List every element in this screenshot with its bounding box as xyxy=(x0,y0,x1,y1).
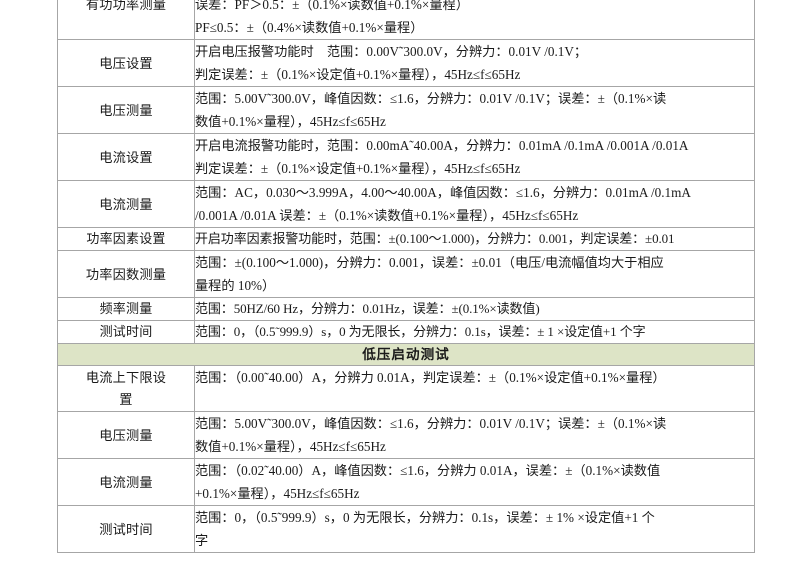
row-value-line: 数值+0.1%×量程），45Hz≤f≤65Hz xyxy=(195,439,386,454)
spec-table-body: 有功功率测量范围：0.10W˜12.000kW，分辨力：0.01W /0.01W… xyxy=(57,0,755,553)
row-value-line: 判定误差：±（0.1%×设定值+0.1%×量程），45Hz≤f≤65Hz xyxy=(195,67,521,82)
row-label-line: 置 xyxy=(119,391,133,407)
row-label: 电压测量 xyxy=(57,411,195,459)
row-value-line: 量程的 10%） xyxy=(195,278,276,293)
row-value-line: PF≤0.5：±（0.4%×读数值+0.1%×量程） xyxy=(195,20,424,35)
row-value-line: 范围：0，（0.5˜999.9）s，0 为无限长，分辨力：0.1s，误差：± 1… xyxy=(195,324,646,339)
row-label: 测试时间 xyxy=(57,320,195,344)
row-label-line: 电流上下限设 xyxy=(85,369,167,385)
row-label: 测试时间 xyxy=(57,505,195,553)
row-label: 电流设置 xyxy=(57,133,195,181)
section-header-label: 低压启动测试 xyxy=(57,343,755,366)
row-label: 电压设置 xyxy=(57,39,195,87)
row-value: 范围：AC，0.030～3.999A，4.00～40.00A，峰值因数：≤1.6… xyxy=(194,180,755,228)
row-label: 电流上下限设置 xyxy=(57,365,195,412)
row-label: 频率测量 xyxy=(57,297,195,321)
row-value-line: 开启功率因素报警功能时，范围：±(0.100～1.000)，分辨力：0.001，… xyxy=(195,231,675,246)
row-label: 电流测量 xyxy=(57,180,195,228)
row-value-line: +0.1%×量程），45Hz≤f≤65Hz xyxy=(195,486,360,501)
spec-table-container: 有功功率测量范围：0.10W˜12.000kW，分辨力：0.01W /0.01W… xyxy=(57,0,755,553)
row-value-line: 范围：±(0.100～1.000)，分辨力：0.001，误差：±0.01（电压/… xyxy=(195,255,664,270)
table-row: 电流设置 开启电流报警功能时，范围：0.00mA˜40.00A，分辨力：0.01m… xyxy=(57,133,755,181)
row-value: 范围：（0.02˜40.00）A，峰值因数：≤1.6，分辨力 0.01A，误差：… xyxy=(194,458,755,506)
table-row: 功率因数测量 范围：±(0.100～1.000)，分辨力：0.001，误差：±0.… xyxy=(57,250,755,298)
row-value: 范围：0，（0.5˜999.9）s，0 为无限长，分辨力：0.1s，误差：± 1… xyxy=(194,505,755,553)
table-row: 功率因素设置 开启功率因素报警功能时，范围：±(0.100～1.000)，分辨力：… xyxy=(57,227,755,251)
table-row: 有功功率测量范围：0.10W˜12.000kW，分辨力：0.01W /0.01W… xyxy=(57,0,755,40)
table-row: 频率测量 范围：50HZ/60 Hz，分辨力：0.01Hz，误差：±(0.1%×读… xyxy=(57,297,755,321)
row-value: 范围：（0.00˜40.00）A，分辨力 0.01A，判定误差：±（0.1%×设… xyxy=(194,365,755,412)
row-value: 范围：50HZ/60 Hz，分辨力：0.01Hz，误差：±(0.1%×读数值) xyxy=(194,297,755,321)
row-value: 范围：5.00V˜300.0V，峰值因数：≤1.6，分辨力：0.01V /0.1… xyxy=(194,411,755,459)
row-label: 电流测量 xyxy=(57,458,195,506)
row-value: 范围：0，（0.5˜999.9）s，0 为无限长，分辨力：0.1s，误差：± 1… xyxy=(194,320,755,344)
row-value: 开启功率因素报警功能时，范围：±(0.100～1.000)，分辨力：0.001，… xyxy=(194,227,755,251)
row-value: 范围：±(0.100～1.000)，分辨力：0.001，误差：±0.01（电压/… xyxy=(194,250,755,298)
row-value-line: 范围：5.00V˜300.0V，峰值因数：≤1.6，分辨力：0.01V /0.1… xyxy=(195,416,667,431)
row-label: 有功功率测量 xyxy=(57,0,195,40)
row-label: 电压测量 xyxy=(57,86,195,134)
row-value-line: 开启电压报警功能时 范围：0.00V˜300.0V，分辨力：0.01V /0.1… xyxy=(195,44,588,59)
row-value-line: 范围：50HZ/60 Hz，分辨力：0.01Hz，误差：±(0.1%×读数值) xyxy=(195,301,540,316)
row-value-line: 开启电流报警功能时，范围：0.00mA˜40.00A，分辨力：0.01mA /0… xyxy=(195,138,689,153)
table-row: 电压测量 范围：5.00V˜300.0V，峰值因数：≤1.6，分辨力：0.01V … xyxy=(57,86,755,134)
row-value-line: 范围：5.00V˜300.0V，峰值因数：≤1.6，分辨力：0.01V /0.1… xyxy=(195,91,667,106)
table-row: 电流上下限设置范围：（0.00˜40.00）A，分辨力 0.01A，判定误差：±… xyxy=(57,365,755,412)
row-value-line: 误差：PF＞0.5：±（0.1%×读数值+0.1%×量程） xyxy=(195,0,469,12)
table-row: 电压设置 开启电压报警功能时 范围：0.00V˜300.0V，分辨力：0.01V … xyxy=(57,39,755,87)
table-row: 电流测量 范围：AC，0.030～3.999A，4.00～40.00A，峰值因数：… xyxy=(57,180,755,228)
row-value-line: 范围：（0.02˜40.00）A，峰值因数：≤1.6，分辨力 0.01A，误差：… xyxy=(195,463,661,478)
table-row: 测试时间 范围：0，（0.5˜999.9）s，0 为无限长，分辨力：0.1s，误差… xyxy=(57,320,755,344)
row-value-line: 范围：（0.00˜40.00）A，分辨力 0.01A，判定误差：±（0.1%×设… xyxy=(195,370,666,385)
row-value-line: 数值+0.1%×量程），45Hz≤f≤65Hz xyxy=(195,114,386,129)
row-label: 功率因素设置 xyxy=(57,227,195,251)
table-row: 电压测量 范围：5.00V˜300.0V，峰值因数：≤1.6，分辨力：0.01V … xyxy=(57,411,755,459)
row-value-line: 范围：AC，0.030～3.999A，4.00～40.00A，峰值因数：≤1.6… xyxy=(195,185,691,200)
table-row: 电流测量 范围：（0.02˜40.00）A，峰值因数：≤1.6，分辨力 0.01A… xyxy=(57,458,755,506)
table-row: 测试时间 范围：0，（0.5˜999.9）s，0 为无限长，分辨力：0.1s，误差… xyxy=(57,505,755,553)
row-value: 开启电压报警功能时 范围：0.00V˜300.0V，分辨力：0.01V /0.1… xyxy=(194,39,755,87)
row-value: 开启电流报警功能时，范围：0.00mA˜40.00A，分辨力：0.01mA /0… xyxy=(194,133,755,181)
section-header-row: 低压启动测试 xyxy=(57,343,755,366)
specification-table: 有功功率测量范围：0.10W˜12.000kW，分辨力：0.01W /0.01W… xyxy=(57,0,755,553)
row-value: 范围：5.00V˜300.0V，峰值因数：≤1.6，分辨力：0.01V /0.1… xyxy=(194,86,755,134)
row-value-line: 判定误差：±（0.1%×设定值+0.1%×量程），45Hz≤f≤65Hz xyxy=(195,161,521,176)
row-value-line: 范围：0，（0.5˜999.9）s，0 为无限长，分辨力：0.1s，误差：± 1… xyxy=(195,510,655,525)
row-value: 范围：0.10W˜12.000kW，分辨力：0.01W /0.01W /0.1W… xyxy=(194,0,755,40)
row-label: 功率因数测量 xyxy=(57,250,195,298)
row-value-line: 字 xyxy=(195,533,209,548)
row-value-line: /0.001A /0.01A 误差：±（0.1%×读数值+0.1%×量程），45… xyxy=(195,208,579,223)
